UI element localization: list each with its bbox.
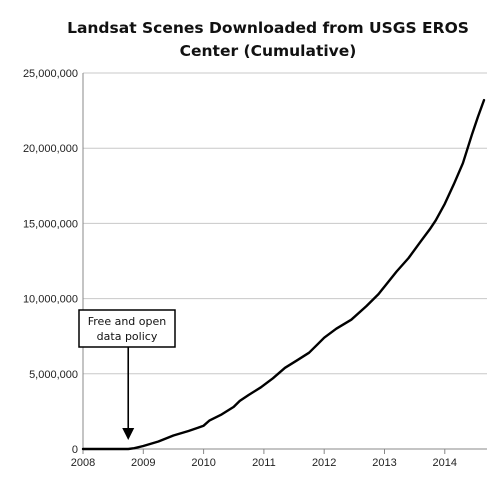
annotation-box <box>78 309 176 348</box>
y-tick-label: 25,000,000 <box>23 68 78 80</box>
x-tick-label: 2012 <box>312 457 336 469</box>
annotation-line-1: Free and open <box>88 315 167 328</box>
gridlines <box>83 72 487 375</box>
y-tick-labels: 0 5,000,000 10,000,000 15,000,000 20,000,000… <box>23 68 78 456</box>
y-tick-label: 20,000,000 <box>23 143 78 155</box>
chart-title-line-2: Center (Cumulative) <box>180 42 357 60</box>
y-tick-label: 15,000,000 <box>23 218 78 230</box>
x-tick-label: 2009 <box>131 457 155 469</box>
x-tick-labels: 2008 2009 2010 2011 2012 2013 2014 <box>71 457 457 469</box>
y-tick-label: 5,000,000 <box>29 369 78 381</box>
x-tick-label: 2008 <box>71 457 95 469</box>
x-tick-label: 2013 <box>372 457 396 469</box>
x-tick-label: 2010 <box>191 457 215 469</box>
chart-title-line-1: Landsat Scenes Downloaded from USGS EROS <box>67 19 469 37</box>
annotation-line-2: data policy <box>97 330 158 343</box>
y-tick-label: 0 <box>72 444 78 456</box>
x-tick-label: 2011 <box>252 457 276 469</box>
x-tick-label: 2014 <box>433 457 457 469</box>
chart-title: Landsat Scenes Downloaded from USGS EROS… <box>67 19 469 60</box>
series-layer <box>81 98 486 451</box>
series-line <box>81 98 486 451</box>
y-tick-label: 10,000,000 <box>23 294 78 306</box>
annotation: Free and open data policy <box>78 309 176 440</box>
annotation-arrowhead <box>122 428 135 440</box>
